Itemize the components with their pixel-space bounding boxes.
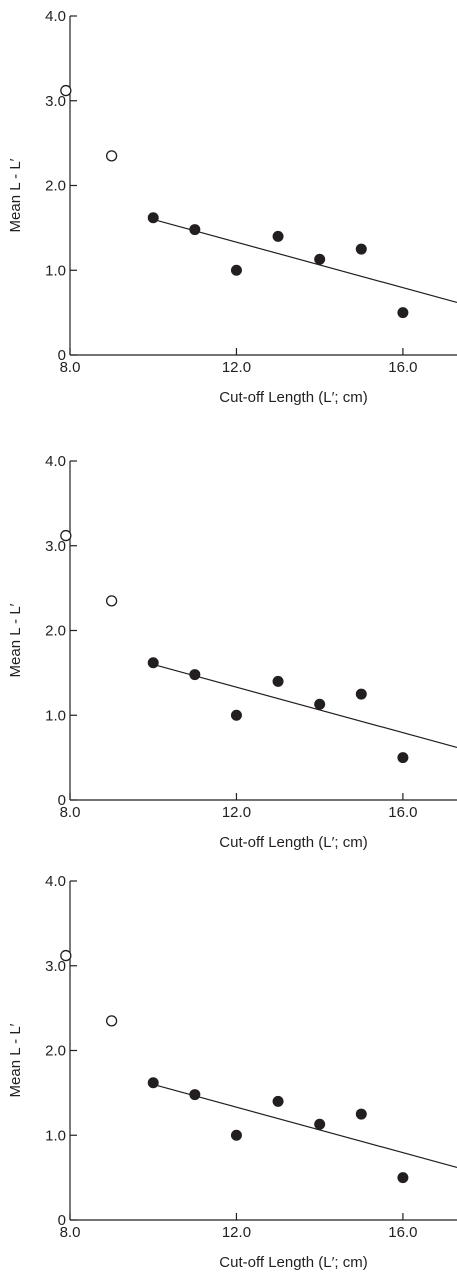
filled-data-point <box>397 307 409 319</box>
filled-data-point <box>355 243 367 255</box>
trend-line <box>153 218 457 304</box>
x-tick-label: 12.0 <box>222 1224 251 1241</box>
y-axis-title: Mean L - L′ <box>7 603 24 677</box>
filled-data-point <box>230 264 242 276</box>
x-tick-label: 8.0 <box>60 1224 81 1241</box>
filled-data-point <box>355 688 367 700</box>
filled-data-point <box>147 1077 159 1089</box>
filled-data-point <box>189 224 201 236</box>
x-tick-label: 16.0 <box>388 1224 417 1241</box>
y-tick-label: 2.0 <box>45 623 66 640</box>
y-tick-label: 2.0 <box>45 178 66 195</box>
chart-svg: 0 1.0 2.0 3.0 4.0 8.0 12.0 16.0 Cut-off Length (… <box>7 873 457 1271</box>
open-data-point <box>105 1015 118 1027</box>
y-tick-label: 3.0 <box>45 538 66 555</box>
chart-svg: 0 1.0 2.0 3.0 4.0 8.0 12.0 16.0 Cut-off Length (… <box>7 8 457 406</box>
y-tick-label: 4.0 <box>45 873 66 890</box>
x-tick-label: 8.0 <box>60 804 81 821</box>
x-axis-title: Cut-off Length (L′; cm) <box>219 389 367 406</box>
x-tick-label: 8.0 <box>60 359 81 376</box>
filled-data-point <box>314 253 326 265</box>
filled-data-point <box>355 1108 367 1120</box>
chart-svg: 0 1.0 2.0 3.0 4.0 8.0 12.0 16.0 Cut-off Length (… <box>7 453 457 851</box>
y-tick-label: 3.0 <box>45 958 66 975</box>
filled-data-point <box>314 1118 326 1130</box>
filled-data-point <box>189 1089 201 1101</box>
open-data-point <box>60 949 72 962</box>
open-data-point <box>60 529 72 542</box>
filled-data-point <box>272 230 284 242</box>
filled-data-point <box>397 752 409 764</box>
y-tick-label: 3.0 <box>45 93 66 110</box>
y-tick-label: 1.0 <box>45 1127 66 1144</box>
filled-data-point <box>272 1095 284 1107</box>
x-axis-title: Cut-off Length (L′; cm) <box>219 1254 367 1271</box>
filled-data-point <box>314 698 326 710</box>
y-tick-label: 4.0 <box>45 8 66 25</box>
x-tick-label: 12.0 <box>222 359 251 376</box>
x-tick-label: 16.0 <box>388 359 417 376</box>
chart-panel-2: 0 1.0 2.0 3.0 4.0 8.0 12.0 16.0 Cut-off Length (… <box>0 445 457 851</box>
filled-data-point <box>397 1172 409 1184</box>
y-tick-label: 4.0 <box>45 453 66 470</box>
x-tick-label: 16.0 <box>388 804 417 821</box>
y-tick-label: 1.0 <box>45 707 66 724</box>
y-tick-label: 0 <box>58 1212 66 1229</box>
open-data-point <box>105 595 118 607</box>
chart-panel-3: 0 1.0 2.0 3.0 4.0 8.0 12.0 16.0 Cut-off Length (… <box>0 865 457 1271</box>
y-tick-label: 0 <box>58 347 66 364</box>
open-data-point <box>60 84 72 97</box>
filled-data-point <box>272 675 284 687</box>
chart-panel-1: 0 1.0 2.0 3.0 4.0 8.0 12.0 16.0 Cut-off Length (… <box>0 0 457 406</box>
trend-line <box>153 663 457 749</box>
filled-data-point <box>147 212 159 224</box>
filled-data-point <box>189 669 201 681</box>
open-data-point <box>105 150 118 162</box>
trend-line <box>153 1083 457 1169</box>
y-axis-title: Mean L - L′ <box>7 1023 24 1097</box>
y-tick-label: 0 <box>58 792 66 809</box>
y-tick-label: 1.0 <box>45 262 66 279</box>
filled-data-point <box>147 657 159 669</box>
x-axis-title: Cut-off Length (L′; cm) <box>219 834 367 851</box>
x-tick-label: 12.0 <box>222 804 251 821</box>
filled-data-point <box>230 1129 242 1141</box>
filled-data-point <box>230 709 242 721</box>
y-axis-title: Mean L - L′ <box>7 158 24 232</box>
y-tick-label: 2.0 <box>45 1043 66 1060</box>
